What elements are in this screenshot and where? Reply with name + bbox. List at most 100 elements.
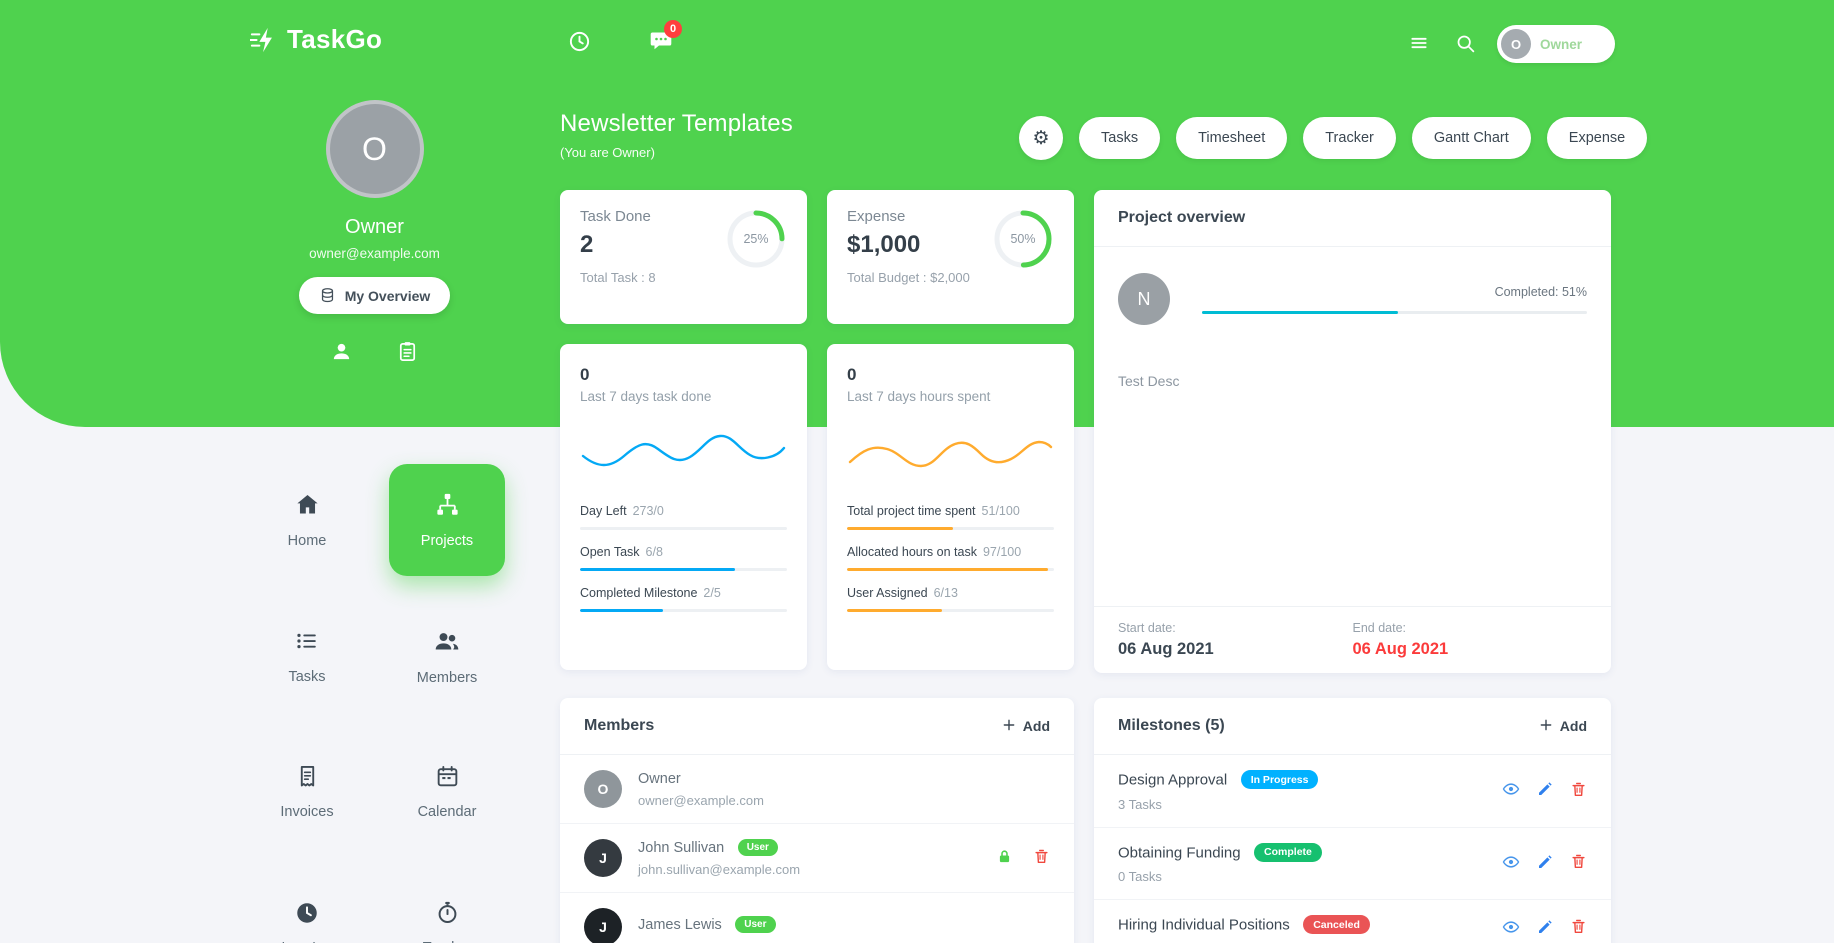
project-progress: Completed: 51%: [1202, 285, 1587, 314]
profile-user-icon[interactable]: [330, 340, 354, 364]
expense-value: $1,000: [847, 231, 921, 258]
sidebar-item-tasks[interactable]: Tasks: [237, 588, 377, 724]
active-nav-tile[interactable]: Projects: [389, 464, 505, 576]
milestone-delete-button[interactable]: [1570, 918, 1587, 938]
hours-trend-label: Last 7 days hours spent: [847, 389, 991, 404]
expense-button[interactable]: Expense: [1546, 117, 1648, 159]
stat-user-assigned: User Assigned 6/13: [847, 586, 1054, 612]
hours-trend-value: 0: [847, 365, 857, 384]
expense-title: Expense: [847, 208, 906, 225]
stat-open-task: Open Task 6/8: [580, 545, 787, 571]
stat-label: Total project time spent: [847, 504, 976, 518]
hamburger-menu-icon[interactable]: [1406, 30, 1432, 56]
gantt-chart-button[interactable]: Gantt Chart: [1411, 117, 1531, 159]
sidebar-item-timesheet[interactable]: Timesheet: [237, 860, 377, 943]
project-overview-title: Project overview: [1118, 209, 1246, 226]
trash-icon: [1570, 781, 1587, 801]
milestone-delete-button[interactable]: [1570, 781, 1587, 801]
milestone-view-button[interactable]: [1502, 918, 1520, 939]
milestone-edit-button[interactable]: [1537, 854, 1553, 873]
brand-name: TaskGo: [287, 24, 383, 54]
sidebar-item-invoices[interactable]: Invoices: [237, 724, 377, 860]
member-name: James Lewis: [638, 916, 722, 933]
sidebar-item-label: Projects: [420, 533, 474, 549]
milestone-status-badge: Canceled: [1303, 915, 1370, 934]
sidebar-item-projects[interactable]: Projects: [377, 452, 517, 588]
stat-label: Allocated hours on task: [847, 545, 977, 559]
app-logo[interactable]: TaskGo: [250, 24, 382, 55]
milestone-edit-button[interactable]: [1537, 919, 1553, 938]
profile-clipboard-icon[interactable]: [396, 340, 420, 364]
home-icon: [294, 491, 321, 523]
milestone-edit-button[interactable]: [1537, 781, 1553, 800]
member-lock-button[interactable]: [996, 848, 1013, 868]
milestone-view-button[interactable]: [1502, 780, 1520, 801]
sidebar-item-tracker[interactable]: Tracker: [377, 860, 517, 943]
hours-trend-sparkline: [848, 440, 1053, 468]
my-overview-button[interactable]: My Overview: [298, 277, 451, 314]
tasks-button[interactable]: Tasks: [1079, 117, 1161, 159]
stat-value: 2/5: [703, 586, 721, 600]
member-row: J James Lewis User: [560, 893, 1074, 943]
user-name: Owner: [1540, 36, 1583, 52]
add-member-button[interactable]: Add: [1002, 718, 1050, 735]
sidebar-item-label: Tasks: [288, 668, 326, 685]
clock-in-out-icon[interactable]: [566, 28, 592, 54]
member-role-badge: User: [737, 839, 778, 856]
settings-button[interactable]: ⚙: [1019, 116, 1063, 160]
sidebar-item-home[interactable]: Home: [237, 452, 377, 588]
sitemap-icon: [434, 491, 461, 523]
milestone-delete-button[interactable]: [1570, 853, 1587, 873]
milestone-view-button[interactable]: [1502, 853, 1520, 874]
member-delete-button[interactable]: [1033, 848, 1050, 868]
stat-label: Completed Milestone: [580, 586, 698, 600]
milestones-title: Milestones (5): [1118, 717, 1225, 734]
stat-completed-milestone: Completed Milestone 2/5: [580, 586, 787, 612]
members-icon: [433, 627, 461, 660]
sidebar-item-calendar[interactable]: Calendar: [377, 724, 517, 860]
tracker-button[interactable]: Tracker: [1303, 117, 1396, 159]
lock-icon: [996, 848, 1013, 868]
member-row: J John Sullivan User john.sullivan@examp…: [560, 824, 1074, 893]
sidebar-nav: Home Projects Tasks Members Invoices Cal…: [237, 452, 517, 943]
project-avatar: N: [1118, 273, 1170, 325]
member-avatar: O: [584, 770, 622, 808]
milestones-card: Milestones (5) Add Design Approval In Pr…: [1094, 698, 1611, 943]
milestone-name: Design Approval: [1118, 771, 1228, 789]
task-done-card: Task Done 2 Total Task : 8 25%: [560, 190, 807, 324]
profile-name: Owner: [345, 216, 404, 238]
task-trend-card: 0 Last 7 days task done Day Left 273/0 Op…: [560, 344, 807, 670]
user-menu[interactable]: O Owner: [1497, 25, 1615, 63]
stat-label: User Assigned: [847, 586, 928, 600]
member-role-badge: User: [735, 915, 776, 933]
milestone-name: Hiring Individual Positions: [1118, 916, 1290, 934]
stat-value: 51/100: [981, 504, 1020, 518]
messages-count-badge: 0: [664, 20, 682, 38]
member-avatar: J: [584, 839, 622, 877]
add-milestone-button[interactable]: Add: [1539, 718, 1587, 735]
timesheet-button-label: Timesheet: [1198, 130, 1266, 146]
timesheet-button[interactable]: Timesheet: [1176, 117, 1288, 159]
profile-avatar: O: [325, 100, 424, 198]
task-trend-label: Last 7 days task done: [580, 389, 712, 404]
messages-icon[interactable]: [648, 28, 674, 54]
pencil-icon: [1537, 781, 1553, 800]
trash-icon: [1033, 848, 1050, 868]
timesheet-clock-icon: [294, 900, 320, 931]
task-done-title: Task Done: [580, 208, 651, 225]
milestone-task-count: 3 Tasks: [1118, 796, 1162, 812]
member-name: John Sullivan: [638, 840, 725, 856]
search-icon[interactable]: [1452, 30, 1478, 56]
expense-button-label: Expense: [1568, 130, 1626, 146]
member-row: O Owner owner@example.com: [560, 755, 1074, 824]
project-overview-card: Project overview N Completed: 51% Test D…: [1094, 190, 1611, 673]
member-email: john.sullivan@example.com: [638, 862, 801, 877]
gantt-chart-button-label: Gantt Chart: [1433, 130, 1509, 146]
sidebar-item-members[interactable]: Members: [377, 588, 517, 724]
milestone-status-badge: In Progress: [1240, 770, 1319, 789]
stat-project-time: Total project time spent 51/100: [847, 504, 1054, 530]
member-email: owner@example.com: [638, 793, 764, 808]
members-card: Members Add O Owner owner@example.com J …: [560, 698, 1074, 943]
eye-icon: [1502, 918, 1520, 939]
